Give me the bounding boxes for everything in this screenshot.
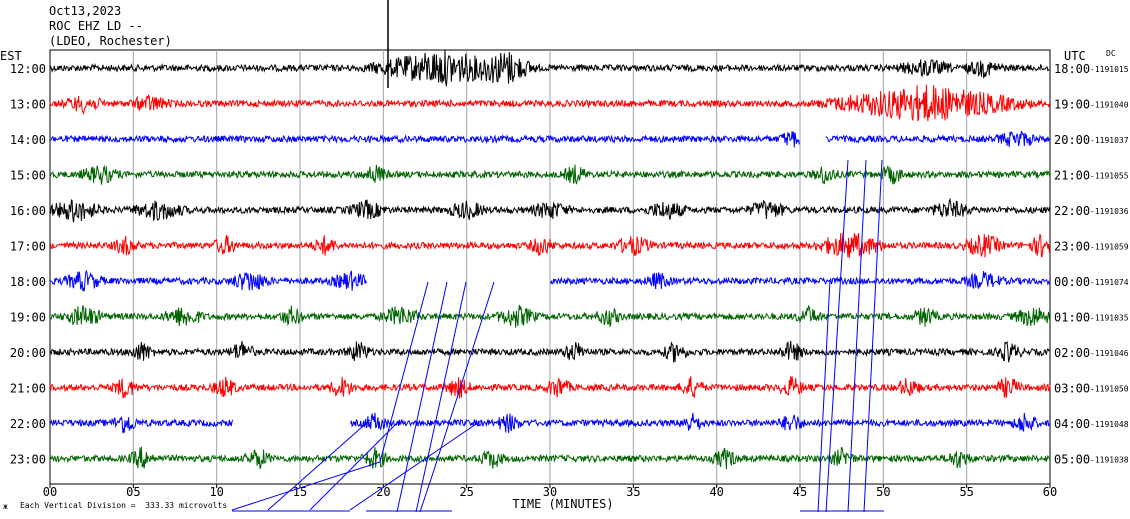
left-hour-label: 13:00: [10, 98, 46, 112]
right-hour-label: 23:00: [1054, 240, 1090, 254]
x-tick-label: 10: [209, 485, 223, 499]
left-hour-label: 19:00: [10, 311, 46, 325]
x-tick-label: 15: [293, 485, 307, 499]
x-tick-label: 50: [876, 485, 890, 499]
event-marker-line: [817, 279, 831, 513]
right-hour-label: 22:00: [1054, 204, 1090, 218]
dc-label: DC: [1106, 49, 1116, 58]
event-marker-line: [349, 419, 483, 511]
event-marker-line: [309, 419, 401, 511]
trace-series-line: [49, 269, 367, 292]
left-timezone-label: EST: [0, 49, 22, 63]
scale-footnote: Each Vertical Division = 333.33 microvol…: [20, 501, 228, 510]
x-tick-label: 60: [1043, 485, 1057, 499]
trace-series-line: [825, 130, 1051, 148]
left-hour-label: 12:00: [10, 62, 46, 76]
right-hour-label: 00:00: [1054, 275, 1090, 289]
dc-offset-label: -1191046: [1090, 349, 1129, 358]
dc-offset-label: -1191055: [1090, 172, 1129, 181]
trace-series-line: [49, 376, 1051, 399]
dc-offset-label: -1191015: [1090, 65, 1129, 74]
x-tick-label: 05: [126, 485, 140, 499]
trace-series-line: [49, 304, 1051, 328]
right-hour-label: 20:00: [1054, 133, 1090, 147]
left-hour-label: 18:00: [10, 275, 46, 289]
left-hour-label: 23:00: [10, 453, 46, 467]
event-marker-line: [825, 159, 849, 513]
right-hour-label: 05:00: [1054, 453, 1090, 467]
trace-series-line: [49, 164, 1051, 185]
right-hour-label: 18:00: [1054, 62, 1090, 76]
trace-series-line: [49, 340, 1051, 363]
left-hour-label: 21:00: [10, 382, 46, 396]
right-hour-label: 03:00: [1054, 382, 1090, 396]
trace-series-line: [49, 131, 800, 148]
x-tick-label: 35: [626, 485, 640, 499]
x-axis-title: TIME (MINUTES): [512, 497, 613, 511]
dc-offset-label: -1191048: [1090, 420, 1129, 429]
chart-date: Oct13,2023: [49, 4, 122, 18]
corner-mark-icon: ж: [3, 502, 8, 511]
x-tick-label: 20: [376, 485, 390, 499]
event-marker-line: [267, 419, 371, 511]
trace-series-line: [49, 416, 234, 434]
trace-series-line: [49, 232, 1051, 258]
event-marker-line: [419, 281, 495, 513]
left-hour-label: 22:00: [10, 417, 46, 431]
network-name: (LDEO, Rochester): [49, 34, 172, 48]
dc-offset-label: -1191037: [1090, 136, 1129, 145]
event-marker-line: [396, 281, 448, 513]
trace-series-line: [49, 197, 1051, 223]
trace-series-line: [49, 84, 1051, 122]
dc-offset-label: -1191059: [1090, 243, 1129, 252]
x-tick-label: 40: [709, 485, 723, 499]
dc-offset-label: -1191050: [1090, 385, 1129, 394]
x-tick-label: 55: [959, 485, 973, 499]
event-marker-line: [415, 281, 467, 513]
trace-series-line: [550, 270, 1051, 290]
right-hour-label: 02:00: [1054, 346, 1090, 360]
event-marker-line: [847, 159, 867, 513]
left-hour-label: 17:00: [10, 240, 46, 254]
station-code: ROC EHZ LD --: [49, 19, 143, 33]
dc-offset-label: -1191038: [1090, 456, 1129, 465]
x-tick-label: 45: [793, 485, 807, 499]
dc-offset-label: -1191035: [1090, 314, 1129, 323]
right-hour-label: 01:00: [1054, 311, 1090, 325]
event-marker-line: [863, 159, 883, 513]
right-hour-label: 21:00: [1054, 169, 1090, 183]
left-hour-label: 14:00: [10, 133, 46, 147]
x-tick-label: 00: [43, 485, 57, 499]
dc-offset-label: -1191074: [1090, 278, 1129, 287]
right-hour-label: 04:00: [1054, 417, 1090, 431]
left-hour-label: 20:00: [10, 346, 46, 360]
right-timezone-label: UTC: [1064, 49, 1086, 63]
trace-series-line: [49, 446, 1051, 470]
trace-series-line: [350, 412, 1051, 433]
right-hour-label: 19:00: [1054, 98, 1090, 112]
event-marker-line: [231, 281, 429, 511]
left-hour-label: 16:00: [10, 204, 46, 218]
x-tick-label: 25: [459, 485, 473, 499]
left-hour-label: 15:00: [10, 169, 46, 183]
x-tick-label: 30: [543, 485, 557, 499]
dc-offset-label: -1191036: [1090, 207, 1129, 216]
dc-offset-label: -1191040: [1090, 101, 1129, 110]
trace-series-line: [49, 50, 1051, 87]
